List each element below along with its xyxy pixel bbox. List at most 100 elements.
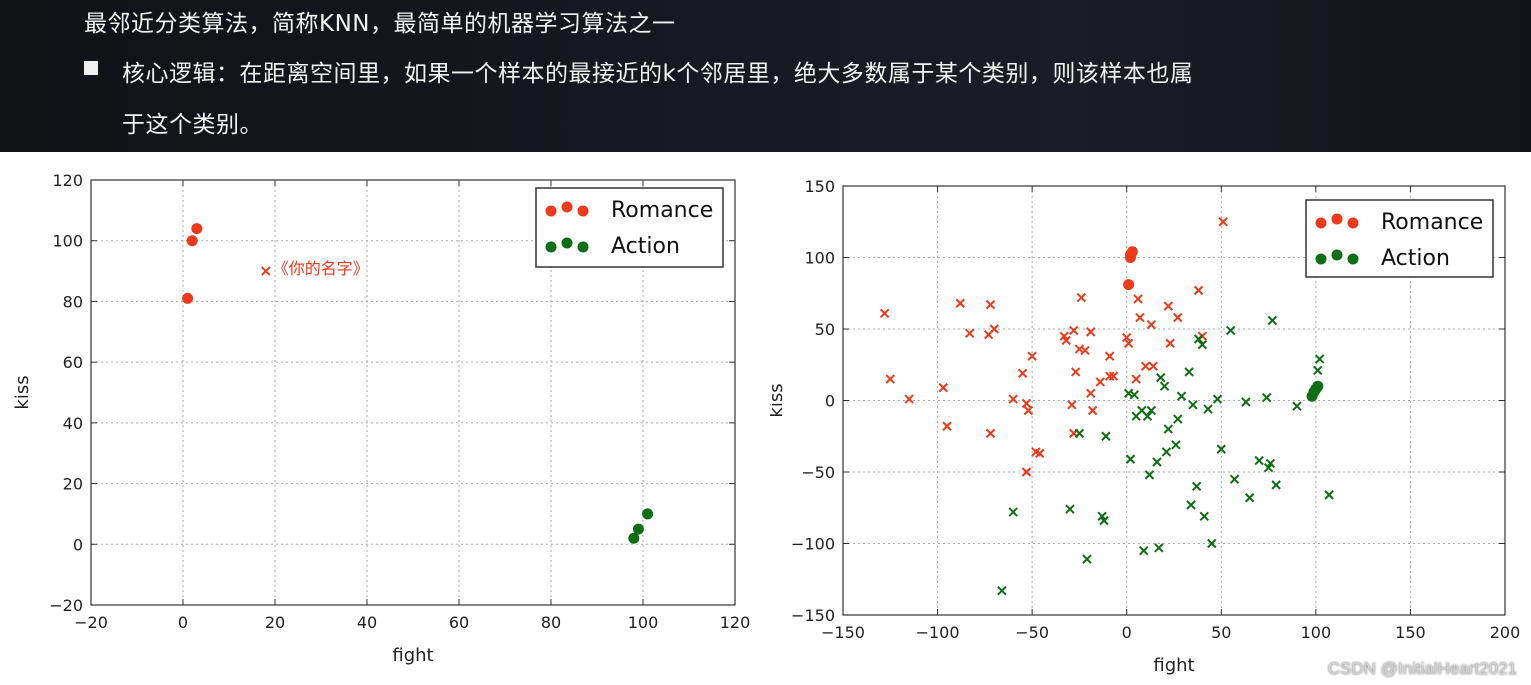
- y-tick-label: −100: [791, 535, 835, 554]
- x-marker-point: [1154, 543, 1164, 553]
- x-marker-point: [1207, 538, 1217, 549]
- x-tick-label: 100: [628, 613, 659, 632]
- x-marker-point: [1254, 455, 1264, 466]
- x-marker-point: [1324, 490, 1334, 500]
- x-marker-point: [1086, 388, 1096, 399]
- x-marker-point: [1271, 480, 1281, 490]
- legend-marker: [1347, 253, 1359, 265]
- x-marker-point: [1017, 368, 1028, 379]
- x-marker-point: [1065, 504, 1075, 514]
- x-marker-point: [1076, 292, 1087, 303]
- y-axis-label: kiss: [12, 375, 33, 409]
- action-point: [628, 532, 640, 544]
- x-marker-point: [1095, 377, 1105, 387]
- legend-box: [1305, 199, 1494, 278]
- y-tick-label: 120: [52, 171, 83, 190]
- x-marker-point: [1082, 554, 1092, 564]
- y-tick-label: 80: [63, 292, 83, 311]
- legend-marker: [1315, 217, 1327, 229]
- x-tick-label: −50: [1015, 623, 1049, 642]
- x-tick-label: 20: [265, 613, 285, 632]
- x-tick-label: 50: [1211, 623, 1231, 642]
- x-marker-point: [938, 382, 948, 393]
- x-marker-point: [955, 298, 965, 308]
- x-marker-point: [1099, 515, 1109, 526]
- romance-point: [186, 235, 198, 247]
- x-marker-point: [1171, 440, 1181, 450]
- x-tick-label: −150: [821, 623, 865, 642]
- x-marker-point: [1104, 371, 1115, 381]
- y-tick-label: 100: [804, 249, 835, 268]
- x-marker-point: [1008, 394, 1018, 404]
- x-marker-point: [1086, 327, 1096, 337]
- x-marker-point: [1203, 404, 1213, 414]
- y-axis-label: kiss: [770, 383, 787, 417]
- legend-marker: [545, 205, 557, 217]
- x-marker-point: [1267, 315, 1278, 326]
- x-marker-point: [1140, 361, 1151, 371]
- x-marker-point: [1244, 493, 1255, 503]
- x-marker-point: [1241, 397, 1251, 407]
- right-scatter-chart: −150 −100 −50 0 50 100 150 200 −150 −100 −50 0 50 100…: [770, 177, 1520, 676]
- x-marker-point: [1021, 467, 1032, 477]
- slide-line-3: 于这个类别。: [122, 112, 263, 138]
- y-tick-label: 100: [52, 232, 83, 251]
- x-marker-point: [1186, 500, 1196, 510]
- x-marker-point: [1176, 391, 1187, 401]
- x-marker-point: [1159, 381, 1170, 391]
- x-marker-point: [879, 308, 890, 318]
- x-tick-label: 100: [1301, 623, 1332, 642]
- y-tick-label: 0: [825, 392, 835, 411]
- annotation-label: 《你的名字》: [273, 259, 369, 278]
- legend-marker: [577, 205, 589, 217]
- x-marker-point: [1125, 454, 1136, 464]
- x-marker-point: [1108, 371, 1119, 381]
- legend-label: Action: [611, 234, 680, 259]
- x-marker-point: [985, 299, 996, 310]
- x-marker-point: [942, 421, 952, 431]
- x-tick-label: 0: [178, 613, 188, 632]
- x-marker-point: [1314, 354, 1325, 364]
- romance-point: [182, 292, 194, 304]
- romance-point: [1123, 279, 1135, 291]
- legend-marker: [545, 241, 557, 253]
- y-tick-label: 40: [63, 414, 83, 433]
- x-marker-point: [1101, 431, 1111, 441]
- x-marker-point: [1292, 401, 1302, 411]
- x-marker-point: [1163, 424, 1174, 434]
- x-tick-label: −20: [74, 613, 108, 632]
- x-marker-point: [1021, 398, 1032, 409]
- x-marker-point: [997, 585, 1007, 596]
- legend-marker: [1315, 253, 1327, 265]
- left-chart-panel: −20 0 20 40 60 80 100 120 −20 0 20 40 60 80 100 120 figh…: [0, 152, 770, 685]
- action-point: [642, 508, 654, 520]
- x-marker-point: [1129, 390, 1139, 400]
- x-marker-point: [1122, 332, 1132, 343]
- x-marker-point: [1313, 365, 1323, 376]
- action-point: [1310, 383, 1322, 395]
- x-marker-point: [1069, 325, 1079, 336]
- x-marker-point: [1035, 448, 1045, 459]
- x-marker-point: [1261, 392, 1272, 403]
- left-scatter-chart: −20 0 20 40 60 80 100 120 −20 0 20 40 60 80 100 120 figh…: [12, 171, 750, 666]
- x-axis-label: fight: [392, 645, 433, 666]
- x-marker-point: [965, 328, 975, 338]
- x-tick-label: 0: [1122, 623, 1132, 642]
- y-tick-label: −50: [801, 463, 835, 482]
- x-marker-point: [1193, 334, 1204, 344]
- y-tick-label: 20: [63, 475, 83, 494]
- y-tick-label: −20: [49, 596, 83, 615]
- legend-marker: [577, 241, 589, 253]
- x-marker-point: [1131, 374, 1141, 384]
- x-marker-point: [1104, 351, 1115, 361]
- x-marker-point: [1165, 338, 1175, 349]
- x-marker-point: [1023, 405, 1034, 416]
- y-tick-label: 60: [63, 353, 83, 372]
- x-marker-point: [985, 428, 996, 439]
- y-tick-label: 150: [804, 177, 835, 196]
- legend-marker: [1331, 249, 1343, 261]
- x-marker-point: [1123, 338, 1134, 349]
- x-marker-point: [1161, 447, 1172, 457]
- legend-marker: [561, 237, 573, 249]
- x-marker-point: [1148, 361, 1158, 371]
